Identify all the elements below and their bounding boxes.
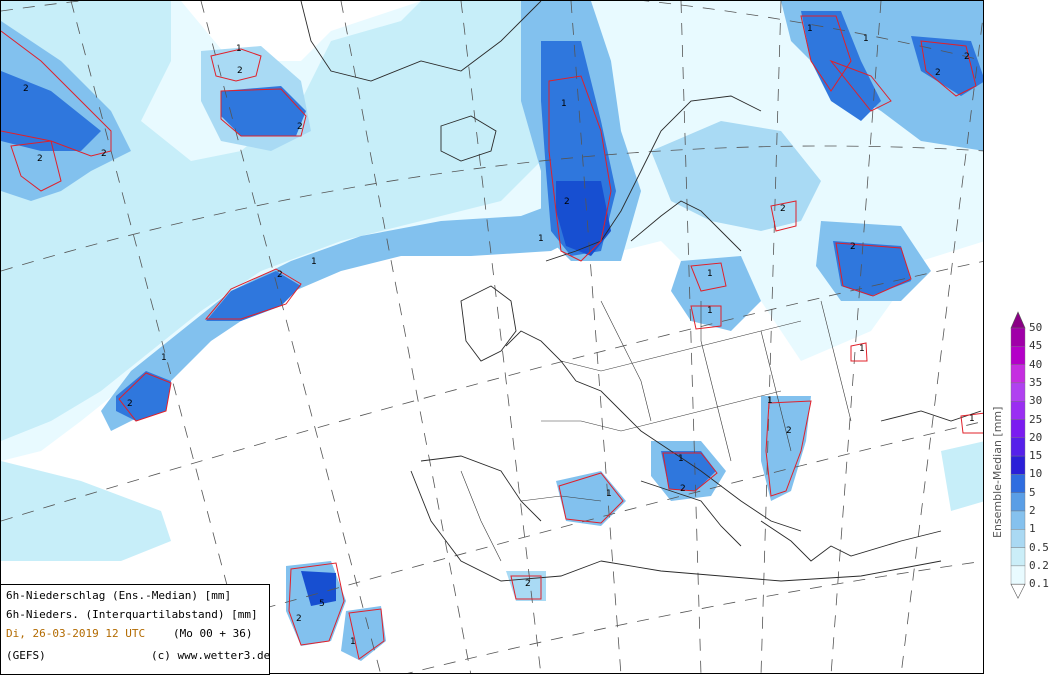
legend-swatch <box>1010 510 1026 530</box>
legend-label: 25 <box>1029 412 1043 426</box>
contour-label: 2 <box>680 484 686 494</box>
legend-swatch <box>1010 474 1026 493</box>
contour-label: 1 <box>311 257 317 267</box>
legend-label: 15 <box>1029 449 1043 463</box>
legend-swatch <box>1010 419 1026 438</box>
title-iqr: 6h-Nieders. (Interquartilabstand) [mm] <box>6 608 258 621</box>
contour-label: 1 <box>350 637 356 647</box>
legend-label: 2 <box>1029 504 1036 517</box>
legend-label: 35 <box>1029 375 1043 389</box>
legend-label: 1 <box>1029 522 1036 536</box>
model-name: (GEFS) <box>6 649 46 662</box>
legend-label: 5 <box>1029 485 1036 499</box>
contour-label: 2 <box>935 68 941 78</box>
contour-label: 2 <box>525 579 531 589</box>
contour-label: 2 <box>780 204 786 214</box>
legend-label: 10 <box>1029 467 1043 481</box>
legend-swatch <box>1010 529 1026 548</box>
color-legend: 50 45 40 35 30 25 20 15 10 5 2 1 0.5 0.2 0.1 <box>985 310 1062 610</box>
precipitation-field <box>1 1 983 661</box>
contour-label: 1 <box>859 344 865 354</box>
contour-label: 1 <box>678 454 684 464</box>
title-median: 6h-Niederschlag (Ens.-Median) [mm] <box>6 589 232 602</box>
legend-swatch <box>1010 364 1026 384</box>
legend-label: 40 <box>1029 357 1043 371</box>
contour-label: 1 <box>161 353 167 363</box>
forecast-date: Di, 26-03-2019 12 UTC <box>6 627 146 640</box>
copyright: (c) www.wetter3.de <box>151 649 271 662</box>
legend-swatch <box>1010 327 1026 347</box>
legend-label: 0.1 <box>1029 577 1049 591</box>
contour-label: 1 <box>538 234 544 244</box>
contour-label: 2 <box>101 149 107 159</box>
interquartile-contours <box>1 15 983 660</box>
contour-label: 2 <box>127 399 133 409</box>
legend-swatch <box>1010 346 1026 365</box>
contour-label: 2 <box>23 84 29 94</box>
legend-label: 45 <box>1029 339 1043 353</box>
legend-swatch <box>1010 382 1026 402</box>
coastlines <box>300 1 982 582</box>
map-info-box: 6h-Niederschlag (Ens.-Median) [mm] 6h-Ni… <box>0 584 270 675</box>
contour-label: 2 <box>37 154 43 164</box>
contour-label: 1 <box>767 396 773 406</box>
contour-label: 1 <box>606 489 612 499</box>
contour-label: 2 <box>850 242 856 252</box>
legend-label: 0.2 <box>1029 558 1049 572</box>
contour-label: 2 <box>786 426 792 436</box>
legend-swatch <box>1010 437 1026 457</box>
contour-label: 2 <box>296 614 302 624</box>
contour-label: 2 <box>237 66 243 76</box>
contour-label: 1 <box>863 34 869 44</box>
legend-swatch <box>1010 455 1026 475</box>
contour-label: 5 <box>319 599 325 609</box>
legend-swatch <box>1010 565 1026 585</box>
contour-label: 2 <box>277 270 283 280</box>
legend-label: 0.5 <box>1029 540 1049 554</box>
legend-label: 30 <box>1029 394 1043 408</box>
legend-swatch <box>1010 492 1026 512</box>
contour-labels: 2 2 2 1 2 2 2 1 1 2 1 2 1 1 1 2 2 2 2 1 … <box>23 24 975 647</box>
map-canvas: 2 2 2 1 2 2 2 1 1 2 1 2 1 1 1 2 2 2 2 1 … <box>1 1 983 673</box>
contour-label: 1 <box>969 414 975 424</box>
legend-arrow-bottom <box>1010 583 1026 599</box>
model-run: (Mo 00 + 36) <box>173 627 253 640</box>
legend-label: 20 <box>1029 430 1043 444</box>
legend-colorbar <box>1010 311 1026 599</box>
contour-label: 2 <box>564 197 570 207</box>
contour-label: 1 <box>561 99 567 109</box>
legend-swatch <box>1010 400 1026 420</box>
legend-swatch <box>1010 547 1026 567</box>
contour-label: 1 <box>707 269 713 279</box>
contour-label: 2 <box>964 52 970 62</box>
contour-label: 1 <box>807 24 813 34</box>
contour-label: 1 <box>707 306 713 316</box>
contour-label: 2 <box>297 122 303 132</box>
legend-label: 50 <box>1029 321 1043 334</box>
contour-label: 1 <box>236 44 242 54</box>
legend-arrow-top <box>1010 311 1026 329</box>
precipitation-map: 2 2 2 1 2 2 2 1 1 2 1 2 1 1 1 2 2 2 2 1 … <box>0 0 984 674</box>
